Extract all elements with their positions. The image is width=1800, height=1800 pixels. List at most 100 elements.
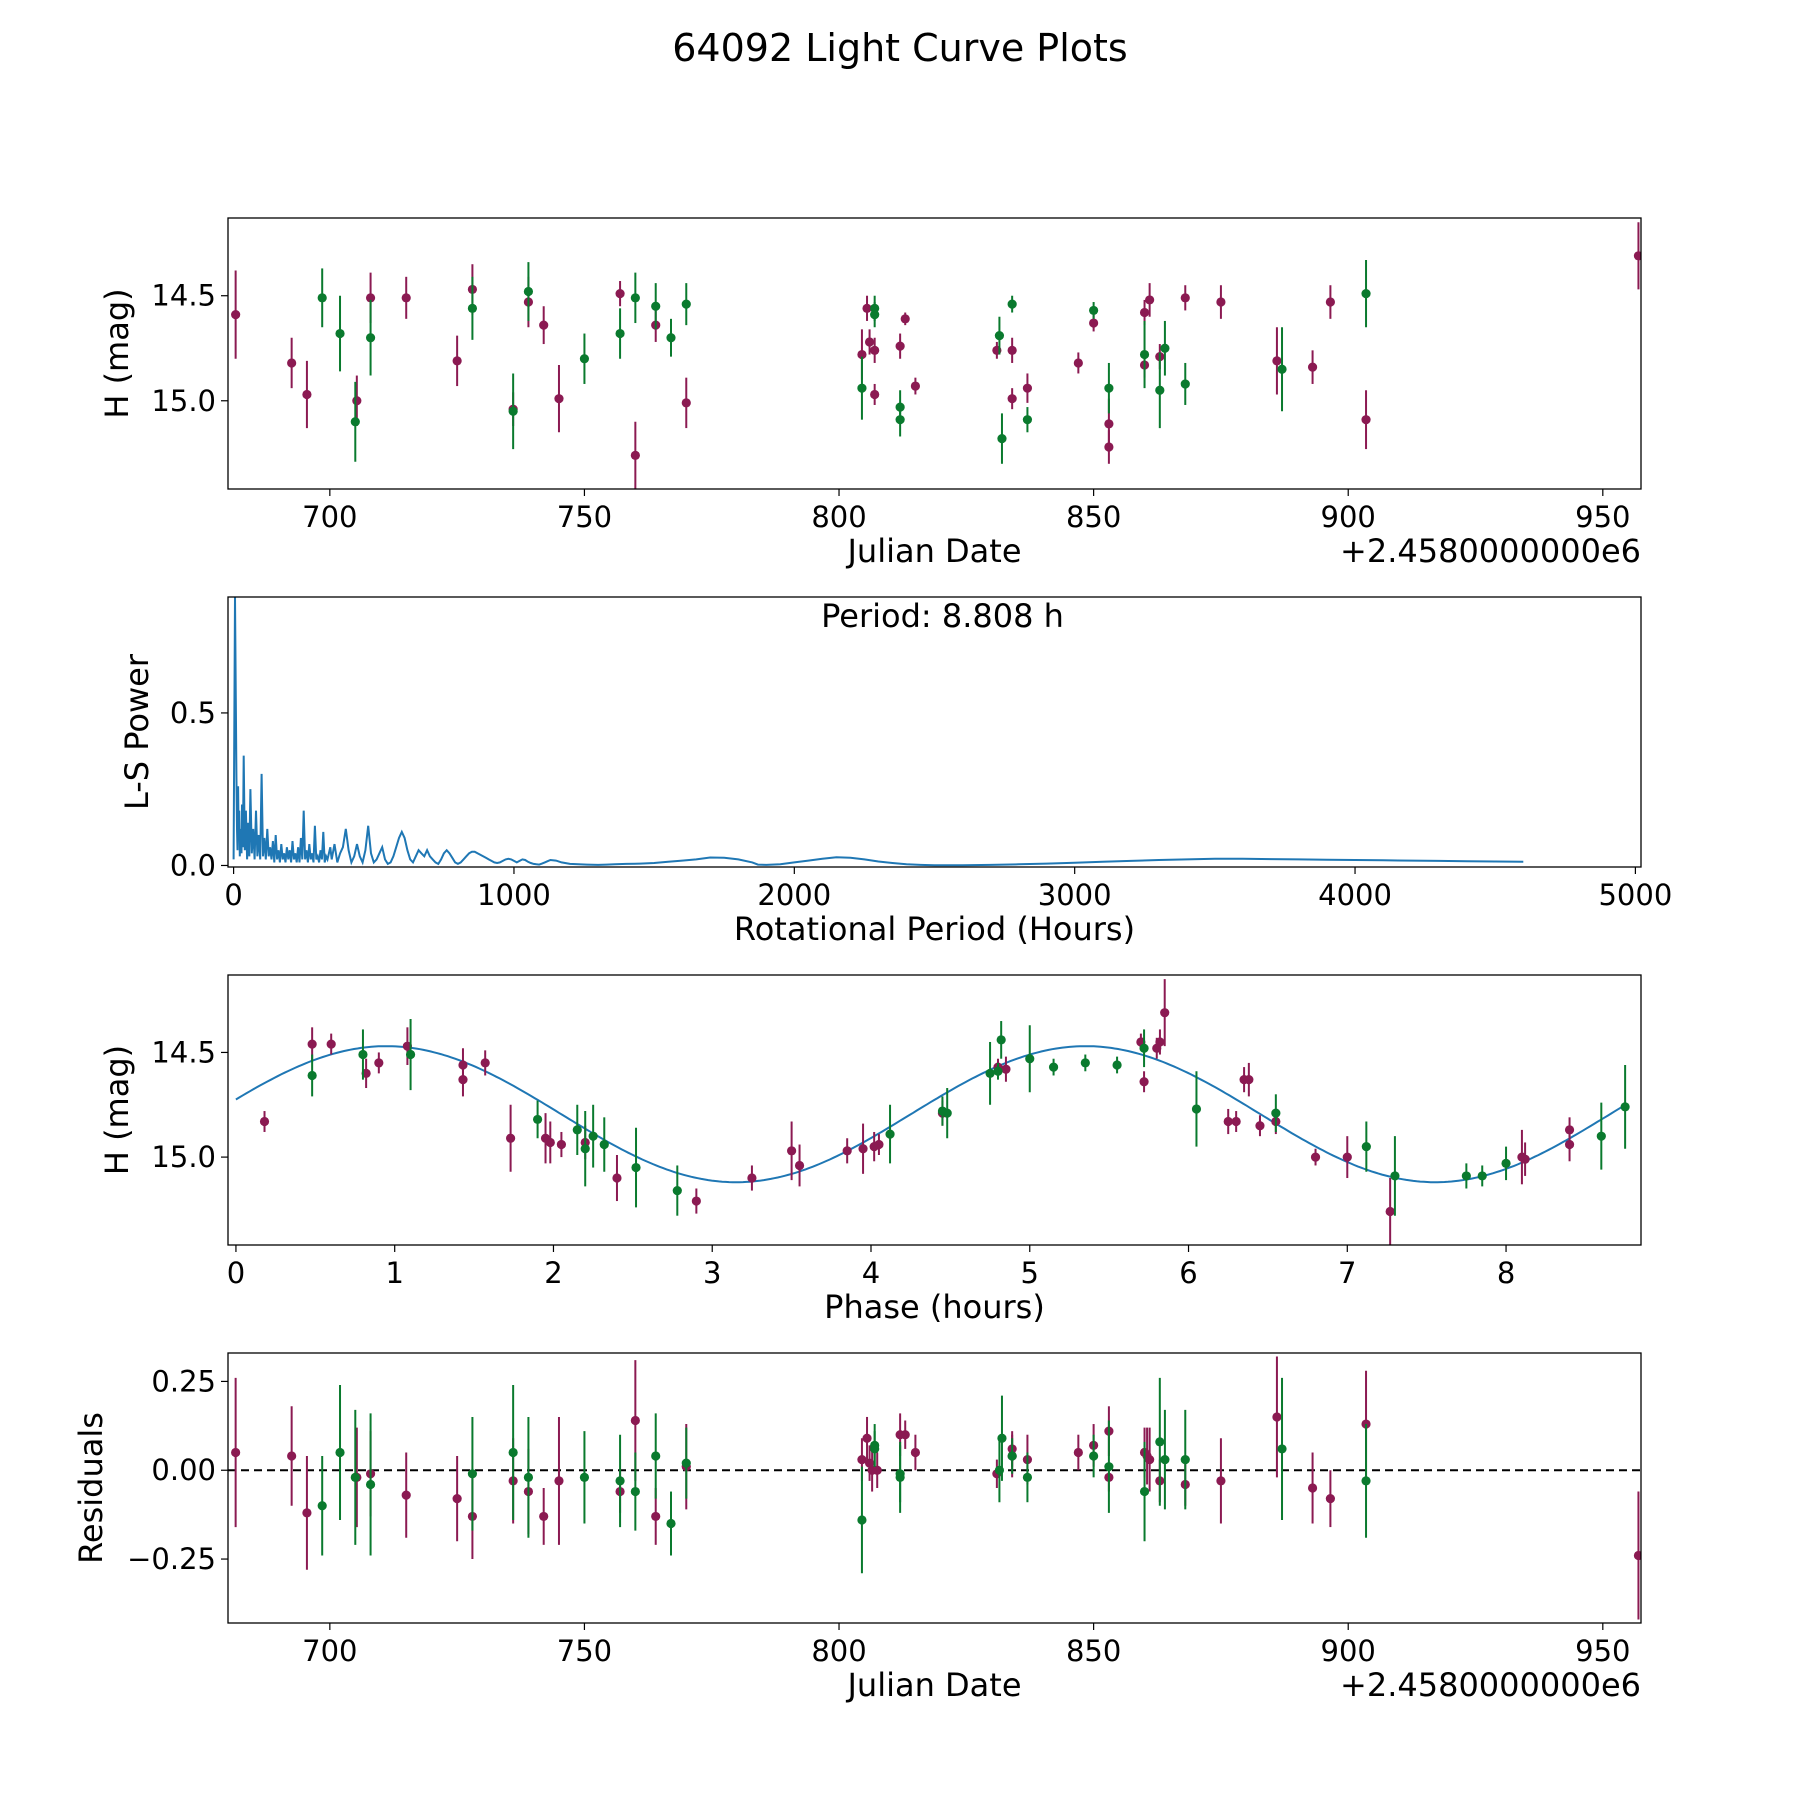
band-1-point	[1139, 307, 1150, 318]
band-1-point	[874, 1139, 884, 1150]
y-axis-label: Residuals	[72, 1412, 110, 1564]
x-tick-label: 700	[302, 1634, 357, 1668]
band-2-point	[307, 1070, 317, 1081]
band-1-point	[1564, 1139, 1575, 1150]
x-tick-label: 0	[227, 1256, 245, 1290]
band-2-point	[1089, 305, 1099, 316]
data-points	[231, 222, 1641, 489]
band-2-point	[651, 1451, 661, 1461]
band-1-point	[895, 341, 905, 351]
band-2-point	[579, 354, 590, 364]
y-tick-label: 0.00	[151, 1453, 216, 1487]
band-1-point	[401, 293, 411, 303]
band-1-point	[615, 289, 625, 299]
band-1-point	[554, 394, 564, 404]
x-axis-label: Julian Date	[845, 532, 1021, 570]
x-tick-label: 950	[1575, 500, 1630, 534]
band-2-point	[1596, 1131, 1606, 1141]
band-1-point	[452, 356, 462, 366]
band-1-point	[302, 1508, 312, 1518]
band-2-point	[1048, 1062, 1059, 1072]
band-2-point	[666, 333, 676, 343]
band-2-point	[895, 1472, 905, 1482]
band-1-point	[1342, 1152, 1352, 1162]
x-tick-label: 800	[811, 1634, 866, 1668]
band-1-point	[1155, 1037, 1165, 1047]
band-1-point	[1325, 297, 1335, 307]
band-2-point	[942, 1108, 952, 1118]
band-2-point	[508, 406, 518, 416]
band-2-point	[1139, 1486, 1150, 1497]
band-2-point	[580, 1144, 590, 1154]
band-2-point	[1112, 1060, 1122, 1070]
band-2-point	[1104, 1462, 1114, 1472]
band-1-point	[545, 1137, 555, 1148]
band-2-point	[985, 1068, 995, 1078]
band-2-point	[1361, 1142, 1371, 1152]
band-1-point	[1272, 356, 1282, 366]
x-tick-label: 3000	[1038, 878, 1112, 912]
x-tick-label: 700	[302, 500, 357, 534]
band-1-point	[259, 1116, 270, 1127]
x-tick-label: 900	[1321, 1634, 1376, 1668]
band-2-point	[350, 417, 360, 427]
band-1-point	[401, 1490, 411, 1500]
band-1-point	[910, 381, 921, 391]
x-tick-label: 850	[1066, 1634, 1121, 1668]
x-tick-label: 1000	[477, 878, 551, 912]
band-1-point	[1272, 1412, 1282, 1422]
phase-folded-panel: 0 1 2 3 4 5 6 7 8 14.5 15.0 Phase (hours) H (mag)	[98, 974, 1642, 1326]
band-2-point	[405, 1049, 416, 1060]
band-1-point	[1104, 419, 1114, 429]
band-1-point	[287, 1451, 297, 1461]
axes-frame	[227, 974, 1642, 1246]
x-tick-label: 850	[1066, 500, 1121, 534]
band-1-point	[900, 1430, 910, 1440]
band-2-point	[1139, 349, 1150, 360]
band-2-point	[467, 303, 478, 313]
band-2-point	[1155, 1437, 1165, 1447]
band-1-point	[1307, 362, 1318, 372]
periodogram-panel: 0 1000 2000 3000 4000 5000 0.0 0.5 Rotational Pe…	[118, 596, 1672, 948]
band-1-point	[794, 1160, 805, 1171]
band-1-point	[1007, 345, 1017, 355]
band-1-point	[862, 1433, 872, 1443]
band-2-point	[651, 301, 661, 311]
x-tick-label: 4000	[1318, 878, 1392, 912]
band-1-point	[539, 1511, 549, 1522]
x-tick-label: 5	[1021, 1256, 1039, 1290]
band-2-point	[508, 1447, 518, 1458]
band-2-point	[1025, 1054, 1035, 1064]
band-1-point	[1139, 1077, 1149, 1087]
band-2-point	[895, 415, 905, 425]
band-1-point	[506, 1133, 516, 1143]
band-2-point	[1271, 1108, 1281, 1118]
band-1-point	[1001, 1064, 1011, 1074]
band-2-point	[672, 1185, 682, 1196]
band-2-point	[857, 383, 867, 393]
band-1-point	[458, 1075, 468, 1085]
band-2-point	[615, 1476, 625, 1486]
band-2-point	[532, 1114, 543, 1125]
band-1-point	[1160, 1008, 1170, 1018]
band-1-point	[231, 310, 241, 320]
band-2-point	[599, 1139, 609, 1150]
band-2-point	[870, 303, 880, 313]
x-tick-label: 900	[1321, 500, 1376, 534]
axes-frame	[227, 596, 1642, 868]
band-2-point	[579, 1472, 590, 1482]
band-2-point	[588, 1131, 598, 1141]
band-2-point	[996, 1035, 1006, 1045]
x-tick-label: 8	[1497, 1256, 1515, 1290]
band-2-point	[1104, 383, 1114, 393]
axes-frame	[227, 1352, 1642, 1624]
band-1-point	[872, 1465, 882, 1475]
band-1-point	[1633, 251, 1641, 261]
band-2-point	[1461, 1171, 1471, 1181]
band-2-point	[1139, 1043, 1149, 1053]
band-2-point	[681, 299, 691, 309]
band-2-point	[572, 1125, 582, 1135]
band-2-point	[630, 1486, 640, 1497]
band-1-point	[691, 1196, 701, 1206]
band-2-point	[681, 1458, 691, 1468]
